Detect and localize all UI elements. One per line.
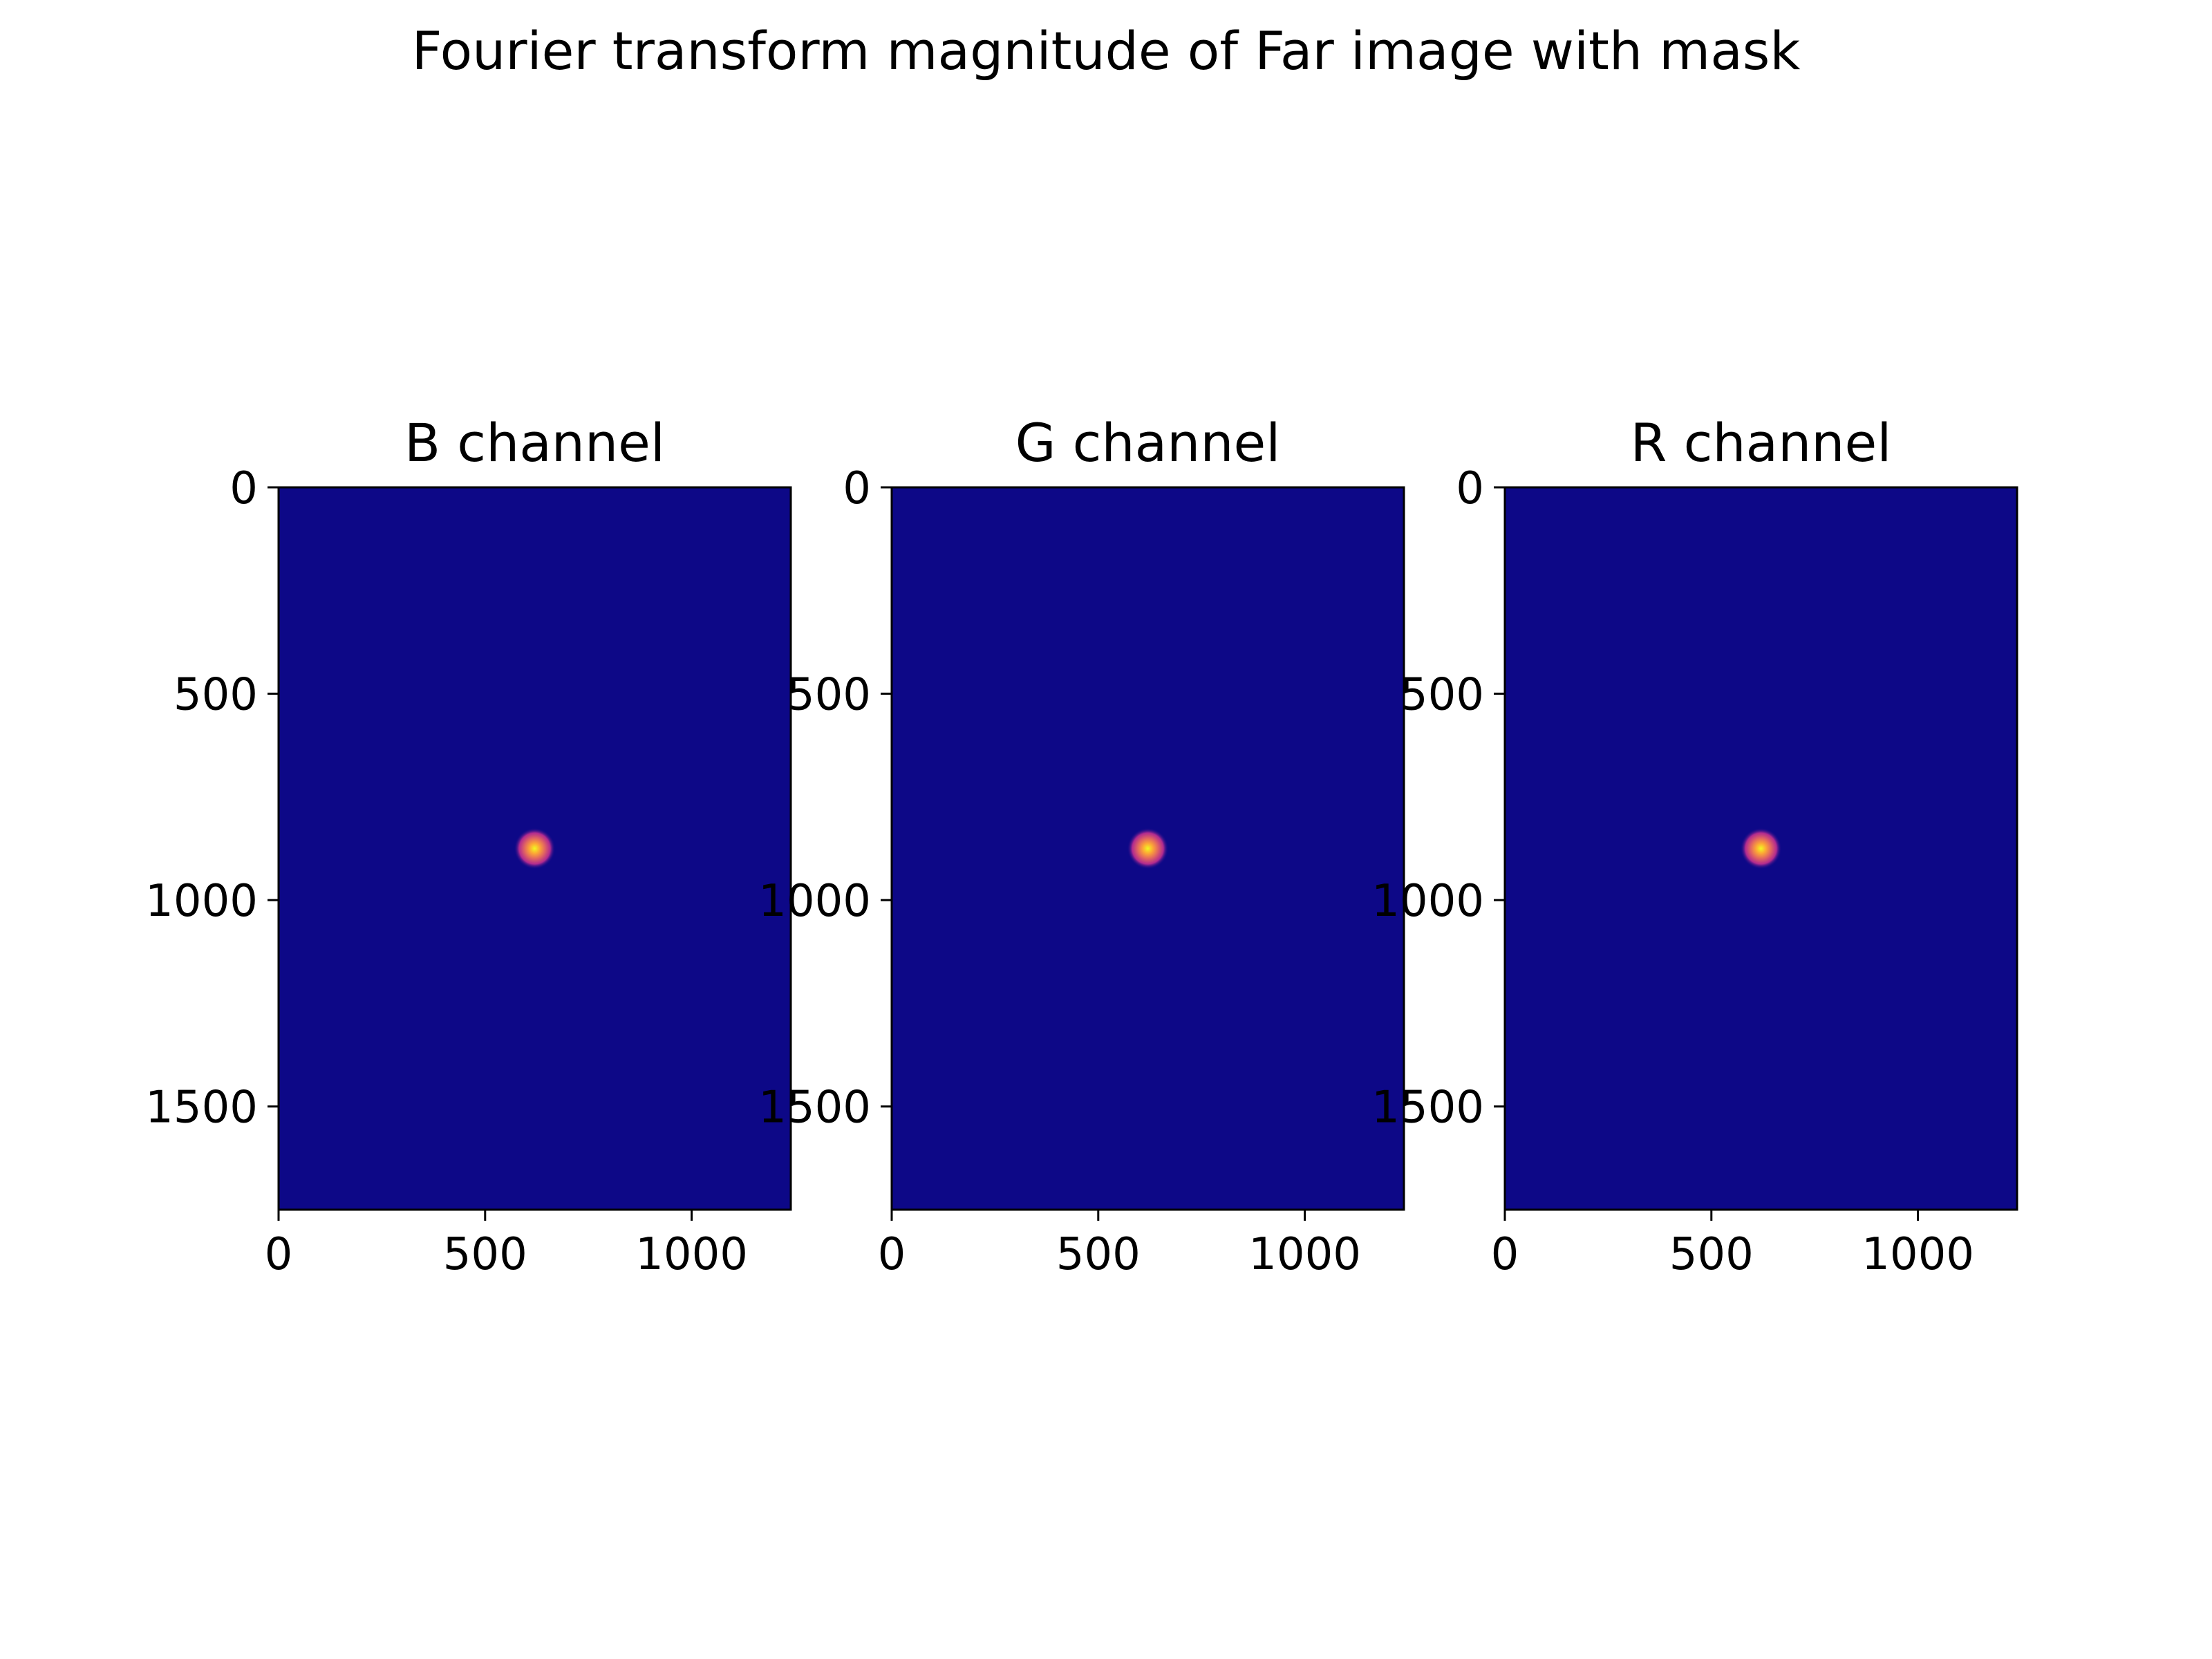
- panel-1: B channel 0 500 1000 0 500 1000 1500: [145, 412, 792, 1280]
- x-tick-label: 500: [1056, 1229, 1141, 1280]
- axes-frame: [1503, 486, 2018, 1211]
- x-tick-label: 1000: [1248, 1229, 1361, 1280]
- axes-frame: [890, 486, 1405, 1211]
- y-tick-label: 0: [229, 463, 258, 514]
- x-tick-label: 0: [1491, 1229, 1519, 1280]
- panel-title: R channel: [1631, 412, 1892, 474]
- panels: B channel 0 500 1000 0 500 1000 1500 G channel 0 5…: [145, 412, 2018, 1280]
- bright-spot: [514, 827, 556, 870]
- y-tick-label: 1500: [145, 1082, 258, 1134]
- x-tick-label: 1000: [635, 1229, 748, 1280]
- y-tick-label: 0: [843, 463, 871, 514]
- x-tick-label: 500: [1669, 1229, 1754, 1280]
- y-tick-label: 1000: [758, 876, 871, 927]
- x-tick-label: 0: [265, 1229, 293, 1280]
- x-tick-label: 500: [443, 1229, 527, 1280]
- axes-frame: [277, 486, 792, 1211]
- x-tick-label: 0: [878, 1229, 906, 1280]
- y-tick-label: 500: [174, 670, 258, 721]
- y-tick-label: 0: [1456, 463, 1484, 514]
- bright-spot: [1127, 827, 1169, 870]
- y-tick-label: 500: [1400, 670, 1484, 721]
- y-tick-label: 1000: [145, 876, 258, 927]
- panel-title: G channel: [1015, 412, 1281, 474]
- panel-title: B channel: [404, 412, 665, 474]
- y-tick-label: 1500: [1371, 1082, 1484, 1134]
- bright-spot: [1740, 827, 1782, 870]
- figure-suptitle: Fourier transform magnitude of Far image…: [412, 20, 1801, 82]
- y-tick-label: 1500: [758, 1082, 871, 1134]
- y-tick-label: 1000: [1371, 876, 1484, 927]
- x-tick-label: 1000: [1862, 1229, 1974, 1280]
- panel-2: G channel 0 500 1000 0 500 1000 1500: [758, 412, 1405, 1280]
- y-tick-label: 500: [787, 670, 871, 721]
- panel-3: R channel 0 500 1000 0 500 1000 1500: [1371, 412, 2018, 1280]
